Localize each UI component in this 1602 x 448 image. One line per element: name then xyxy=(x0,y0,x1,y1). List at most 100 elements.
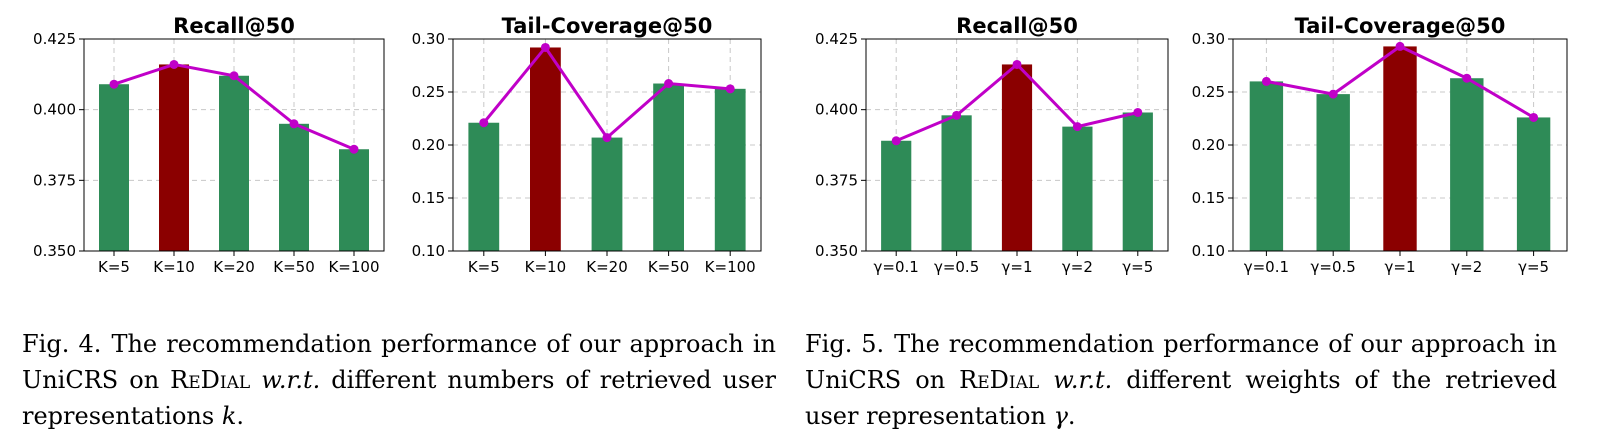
y-tick-label: 0.30 xyxy=(412,30,445,48)
figure-4-dataset: ReDial xyxy=(170,366,251,394)
chart-title: Recall@50 xyxy=(956,14,1078,38)
bar xyxy=(1450,78,1484,251)
x-tick-label: γ=1 xyxy=(1002,258,1033,276)
bar xyxy=(468,122,500,252)
x-tick-label: K=50 xyxy=(273,258,315,276)
x-tick-label: γ=5 xyxy=(1518,258,1549,276)
y-tick-label: 0.400 xyxy=(815,101,858,119)
x-tick-label: K=20 xyxy=(586,258,628,276)
y-tick-label: 0.10 xyxy=(412,242,445,260)
bar xyxy=(881,140,912,251)
y-tick-label: 0.25 xyxy=(412,83,445,101)
bar xyxy=(99,84,129,251)
y-tick-label: 0.400 xyxy=(33,101,76,119)
y-tick-label: 0.350 xyxy=(33,242,76,260)
chart-panel-1: Recall@50 0.350 0.375 0.400 0.425 K=5 K=10 K=20… xyxy=(0,0,395,290)
x-tick-label: γ=0.1 xyxy=(874,258,919,276)
chart-panel-4: Tail-Coverage@50 0.10 0.15 0.20 0.25 0.30 γ=0.… xyxy=(1160,0,1590,290)
x-tick-label: K=10 xyxy=(153,258,195,276)
trend-point xyxy=(1133,107,1143,117)
y-tick-label: 0.10 xyxy=(1192,242,1225,260)
bar xyxy=(941,115,972,251)
y-tick-label: 0.425 xyxy=(33,30,76,48)
figure-5-text-b: different weights of the retrieved user … xyxy=(805,366,1557,430)
chart-panel-2: Tail-Coverage@50 0.10 0.15 0.20 0.25 0.30 K=5 K… xyxy=(370,0,780,290)
x-tick-label: K=10 xyxy=(525,258,567,276)
bar xyxy=(279,123,309,251)
chart-title: Tail-Coverage@50 xyxy=(1295,14,1506,38)
y-tick-label: 0.375 xyxy=(33,171,76,189)
bar xyxy=(219,75,249,251)
figure-4-wrt: w.r.t. xyxy=(261,366,321,394)
bar xyxy=(653,83,684,252)
x-tick-label: γ=0.1 xyxy=(1244,258,1289,276)
x-tick-label: γ=1 xyxy=(1385,258,1416,276)
bar xyxy=(1001,64,1033,251)
bar xyxy=(530,47,561,252)
figure-4-label: Fig. 4. xyxy=(22,330,102,358)
x-tick-label: γ=2 xyxy=(1062,258,1093,276)
x-tick-label: γ=0.5 xyxy=(1311,258,1356,276)
chart-recall-gamma: Recall@50 0.350 0.375 0.400 0.425 γ=0.1 γ=0.5 γ… xyxy=(815,14,1169,276)
x-tick-label: K=100 xyxy=(328,258,379,276)
x-tick-label: K=100 xyxy=(705,258,756,276)
y-tick-label: 0.375 xyxy=(815,171,858,189)
trend-point xyxy=(891,136,901,146)
y-tick-label: 0.350 xyxy=(815,242,858,260)
figure-5-wrt: w.r.t. xyxy=(1053,366,1113,394)
trend-point xyxy=(349,144,359,154)
x-tick-label: γ=2 xyxy=(1451,258,1482,276)
figure-4-symbol: k xyxy=(221,402,237,430)
y-tick-label: 0.30 xyxy=(1192,30,1225,48)
trend-point xyxy=(540,42,550,52)
chart-title: Recall@50 xyxy=(173,14,295,38)
x-tick-label: K=50 xyxy=(648,258,690,276)
x-tick-label: K=5 xyxy=(468,258,500,276)
bar xyxy=(1249,81,1284,252)
x-tick-label: K=5 xyxy=(98,258,130,276)
trend-point xyxy=(664,79,674,89)
figure-4-end: . xyxy=(236,402,245,430)
trend-point xyxy=(952,110,962,120)
figure-4-text-a: The recommendation performance of our ap… xyxy=(22,330,776,394)
y-tick-label: 0.15 xyxy=(412,189,445,207)
y-tick-label: 0.20 xyxy=(412,136,445,154)
trend-point xyxy=(725,84,735,94)
trend-point xyxy=(1328,89,1338,99)
bar xyxy=(159,64,189,251)
bar xyxy=(1516,117,1551,251)
figure-5-caption: Fig. 5. The recommendation performance of… xyxy=(805,326,1557,434)
bar xyxy=(591,137,623,251)
trend-point xyxy=(1529,112,1539,122)
x-tick-label: γ=0.5 xyxy=(934,258,979,276)
trend-point xyxy=(229,71,239,81)
x-tick-label: K=20 xyxy=(213,258,255,276)
figure-5-text-a: The recommendation performance of our ap… xyxy=(805,330,1557,394)
y-tick-label: 0.20 xyxy=(1192,136,1225,154)
bar xyxy=(1316,94,1350,252)
trend-point xyxy=(1012,59,1022,69)
bar xyxy=(1122,112,1153,251)
y-tick-label: 0.425 xyxy=(815,30,858,48)
trend-point xyxy=(169,59,179,69)
chart-tailcov-gamma: Tail-Coverage@50 0.10 0.15 0.20 0.25 0.30 γ=0.… xyxy=(1192,14,1568,276)
trend-point xyxy=(1395,41,1405,51)
trend-point xyxy=(289,119,299,129)
y-tick-label: 0.25 xyxy=(1192,83,1225,101)
figure-4-text-b: different numbers of retrieved user repr… xyxy=(22,366,776,430)
y-tick-label: 0.15 xyxy=(1192,189,1225,207)
trend-point xyxy=(602,133,612,143)
bar xyxy=(339,149,369,251)
chart-title: Tail-Coverage@50 xyxy=(502,14,713,38)
figure-5-label: Fig. 5. xyxy=(805,330,885,358)
chart-panel-3: Recall@50 0.350 0.375 0.400 0.425 γ=0.1 γ=0.5 γ… xyxy=(780,0,1190,290)
trend-point xyxy=(1261,76,1271,86)
figure-5-end: . xyxy=(1067,402,1076,430)
trend-point xyxy=(109,79,119,89)
chart-recall-k: Recall@50 0.350 0.375 0.400 0.425 K=5 K=10 K=20… xyxy=(33,14,385,276)
x-tick-label: γ=5 xyxy=(1122,258,1153,276)
trend-point xyxy=(1462,73,1472,83)
figure-4-caption: Fig. 4. The recommendation performance of… xyxy=(22,326,776,434)
trend-point xyxy=(479,118,489,128)
bar xyxy=(714,88,746,251)
